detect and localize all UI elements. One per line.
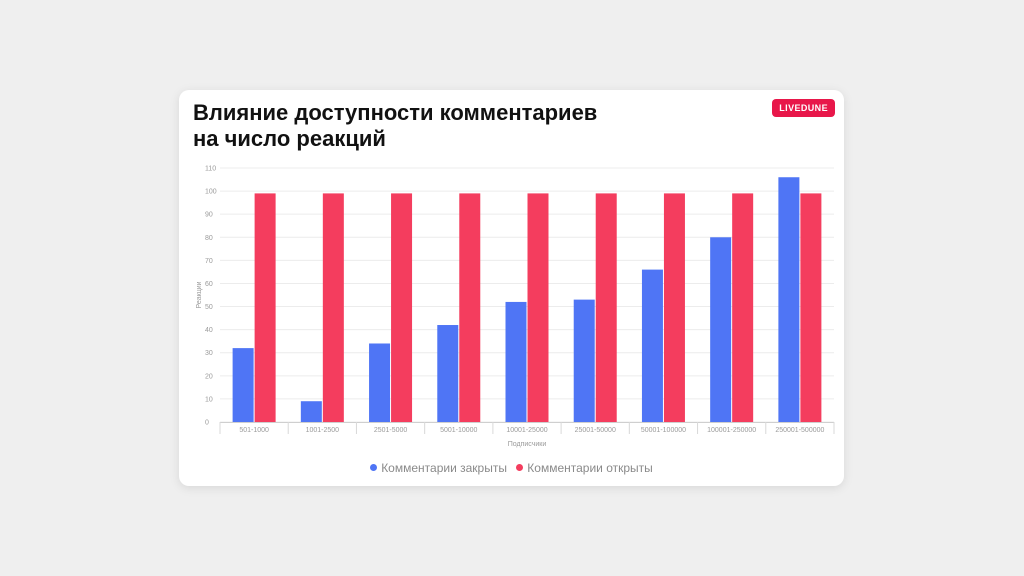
bar-closed [573, 299, 595, 422]
legend-label-open: Комментарии открыты [527, 461, 653, 475]
bar-open [595, 193, 617, 422]
y-axis-title: Реакции [196, 281, 203, 308]
x-tick-label: 5001-10000 [440, 427, 477, 434]
y-tick-label: 40 [205, 327, 213, 334]
bar-open [254, 193, 276, 422]
bar-closed [505, 301, 527, 422]
x-tick-label: 50001-100000 [641, 427, 686, 434]
bar-closed [641, 269, 663, 422]
x-tick-label: 250001-500000 [775, 427, 824, 434]
bar-closed [232, 348, 254, 422]
y-tick-label: 10 [205, 396, 213, 403]
y-tick-label: 100 [205, 189, 217, 196]
y-tick-label: 20 [205, 373, 213, 380]
y-tick-label: 50 [205, 304, 213, 311]
y-tick-label: 0 [205, 420, 209, 427]
bar-open [322, 193, 344, 422]
y-tick-label: 60 [205, 281, 213, 288]
x-tick-label: 1001-2500 [306, 427, 340, 434]
legend: Комментарии закрыты Комментарии открыты [179, 461, 844, 475]
bar-open [527, 193, 549, 422]
bar-closed [778, 177, 800, 422]
bar-closed [300, 401, 322, 422]
x-tick-label: 501-1000 [239, 427, 269, 434]
bar-open [391, 193, 413, 422]
bar-open [800, 193, 822, 422]
x-axis-title: Подписчики [508, 441, 547, 448]
bar-chart: 0 10 20 30 40 50 60 70 80 90 100 110 501-1000 1001-25… [196, 166, 835, 448]
bar-open [459, 193, 481, 422]
legend-item-closed: Комментарии закрыты [370, 461, 507, 475]
livedune-logo: LIVEDUNE [772, 99, 835, 117]
y-tick-label: 30 [205, 350, 213, 357]
bar-closed [369, 343, 391, 422]
legend-label-closed: Комментарии закрыты [381, 461, 507, 475]
bar-closed [437, 325, 459, 422]
y-tick-label: 110 [205, 166, 216, 173]
legend-dot-closed [370, 464, 378, 471]
bar-closed [710, 237, 732, 422]
y-tick-label: 70 [205, 258, 213, 265]
bar-open [732, 193, 754, 422]
chart-card: Влияние доступности комментариев на числ… [179, 90, 844, 486]
chart-title: Влияние доступности комментариев на числ… [193, 100, 598, 151]
y-tick-label: 80 [205, 235, 213, 242]
bar-open [663, 193, 685, 422]
x-tick-label: 2501-5000 [374, 427, 408, 434]
x-tick-label: 10001-25000 [506, 427, 547, 434]
x-tick-label: 25001-50000 [575, 427, 616, 434]
y-tick-label: 90 [205, 212, 213, 219]
legend-item-open: Комментарии открыты [516, 461, 653, 475]
x-tick-label: 100001-250000 [707, 427, 756, 434]
legend-dot-open [516, 464, 524, 471]
